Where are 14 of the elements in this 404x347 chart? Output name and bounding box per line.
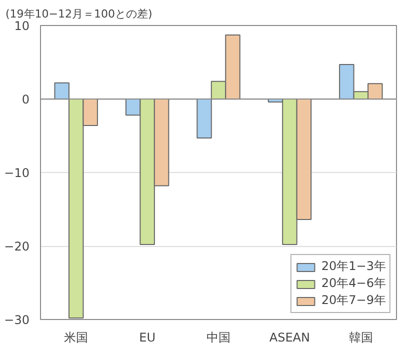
- x-tick-label: 韓国: [348, 330, 373, 344]
- x-tick-label: 中国: [206, 330, 230, 344]
- x-tick-label: 米国: [64, 330, 88, 344]
- legend-label: 20年7−9年: [321, 292, 386, 309]
- y-tick-label: −20: [4, 240, 30, 254]
- y-tick-label: 10: [14, 19, 30, 33]
- y-axis-title: (19年10−12月＝100との差): [6, 8, 152, 20]
- x-tick-label: ASEAN: [269, 330, 310, 344]
- y-tick-label: −30: [4, 313, 30, 327]
- legend-label: 20年4−6年: [321, 275, 386, 292]
- x-tick-label: EU: [139, 330, 156, 344]
- y-tick-label: −10: [4, 166, 30, 180]
- y-tick-label: 0: [22, 92, 30, 106]
- legend-label: 20年1−3年: [321, 258, 386, 275]
